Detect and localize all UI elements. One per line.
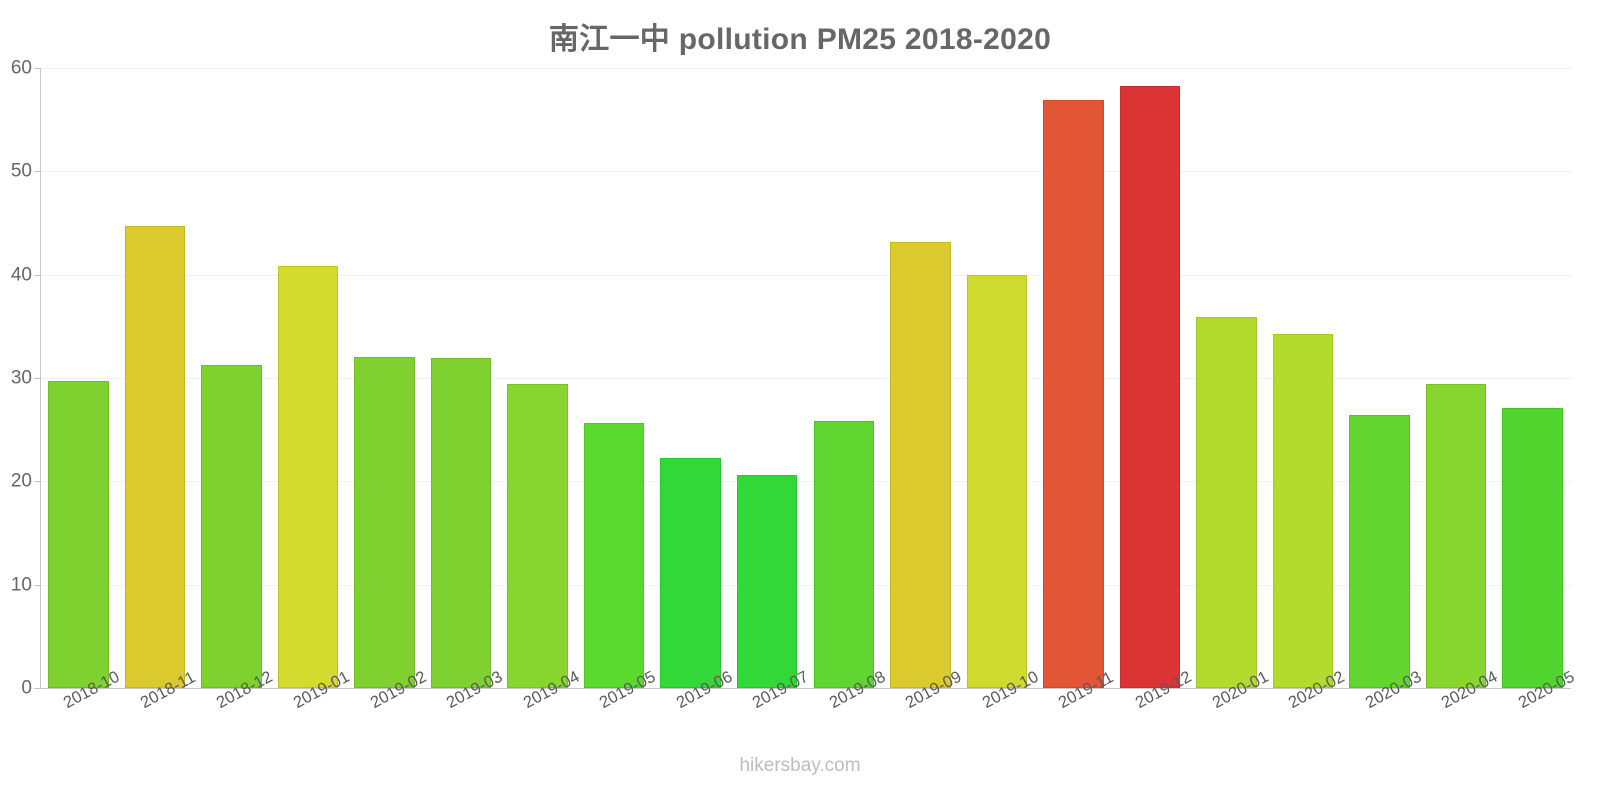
bar[interactable] <box>966 274 1028 688</box>
bar[interactable] <box>1196 317 1257 688</box>
bar[interactable] <box>507 384 568 688</box>
chart-title: 南江一中 pollution PM25 2018-2020 <box>548 23 1052 56</box>
y-axis-tick-label: 40 <box>10 264 32 286</box>
bar[interactable] <box>813 421 874 688</box>
gridline <box>41 378 1572 379</box>
gridline <box>41 171 1572 173</box>
bar[interactable] <box>1043 100 1104 688</box>
gridline <box>41 274 1572 276</box>
y-axis-tick-label: 10 <box>10 574 32 596</box>
y-axis-tick-mark <box>34 378 41 379</box>
bars-group <box>40 68 1571 688</box>
y-axis-tick-label: 20 <box>10 470 32 492</box>
y-axis-tick-mark <box>34 171 41 173</box>
y-axis-tick-label: 30 <box>10 367 32 389</box>
bar[interactable] <box>277 266 339 688</box>
bar[interactable] <box>583 423 645 688</box>
bar[interactable] <box>736 475 798 688</box>
y-axis-tick-mark <box>34 584 41 586</box>
gridline <box>41 481 1572 483</box>
x-axis-line <box>40 688 1571 689</box>
y-axis-tick-mark <box>34 481 41 483</box>
y-axis-tick-label: 60 <box>10 57 32 79</box>
bar[interactable] <box>1119 85 1181 688</box>
y-axis-tick-mark <box>34 68 41 69</box>
bar[interactable] <box>430 358 492 688</box>
y-axis-tick-mark <box>34 274 41 276</box>
bar[interactable] <box>890 241 951 688</box>
bar[interactable] <box>1349 415 1410 688</box>
gridline <box>41 584 1572 586</box>
y-axis-tick-label: 0 <box>21 677 32 699</box>
bar[interactable] <box>1425 384 1487 688</box>
gridline <box>41 68 1572 69</box>
bar[interactable] <box>201 364 262 688</box>
bar[interactable] <box>660 457 721 688</box>
bar[interactable] <box>1502 407 1563 688</box>
bar[interactable] <box>124 226 186 688</box>
y-axis-tick-label: 50 <box>10 160 32 182</box>
bar[interactable] <box>48 381 109 688</box>
bar[interactable] <box>1272 333 1334 688</box>
y-axis-tick-mark <box>34 688 41 689</box>
footer-credit: hikersbay.com <box>739 755 861 776</box>
bar[interactable] <box>354 357 415 688</box>
